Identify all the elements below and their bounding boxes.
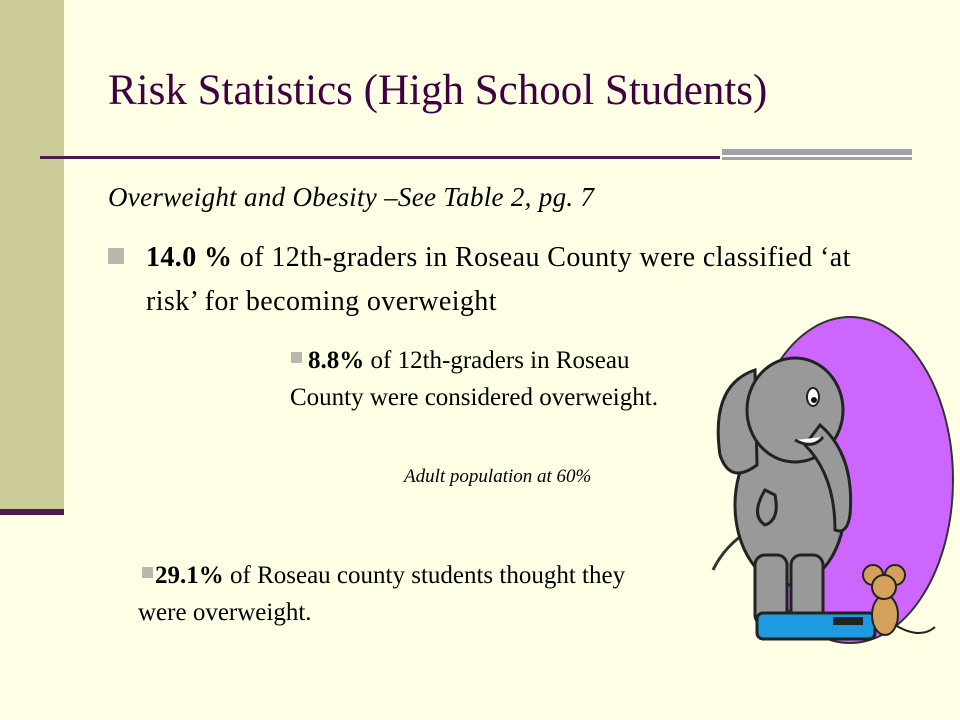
left-accent-bar [0,0,64,512]
bullet-marker [142,567,153,578]
slide-title: Risk Statistics (High School Students) [108,67,768,114]
bullet-marker [108,248,124,264]
stat-value: 14.0 % [146,242,233,273]
title-rule-gray-top [722,149,912,155]
elephant-on-scale-illustration [711,316,954,644]
stat-value: 29.1% [155,562,224,589]
stat-value: 8.8% [308,347,365,374]
bullet-text-at-risk: 14.0 % of 12th-graders in Roseau County … [146,236,886,324]
stat-description: of 12th-graders in Roseau County were co… [290,347,658,411]
subheading: Overweight and Obesity –See Table 2, pg.… [108,182,595,212]
stat-description: of Roseau county students thought they w… [138,562,626,626]
bullet-text-overweight: 8.8% of 12th-graders in Roseau County we… [290,342,670,416]
adult-population-note: Adult population at 60% [404,466,592,487]
left-accent-cap [0,509,64,515]
title-rule-dark [40,156,720,159]
bullet-marker [291,352,302,363]
title-rule-gray-bottom [722,157,912,160]
bullet-text-self-perception: 29.1% of Roseau county students thought … [138,557,658,631]
stat-description: of 12th-graders in Roseau County were cl… [146,242,851,317]
